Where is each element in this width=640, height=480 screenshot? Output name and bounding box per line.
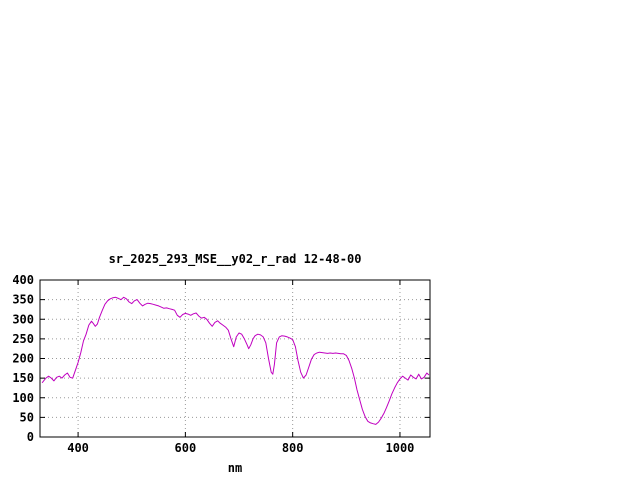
plot-border [39,279,431,438]
x-tick-label: 600 [175,441,197,455]
x-axis-label: nm [227,461,243,475]
spectrum-line [41,296,430,425]
y-tick-label: 250 [12,332,34,346]
y-tick-label: 150 [12,371,34,385]
y-tick-label: 50 [20,410,34,424]
x-tick-label: 1000 [386,441,415,455]
x-tick-label: 800 [282,441,304,455]
y-tick-label: 200 [12,352,34,366]
y-tick-label: 400 [12,273,34,287]
chart-title: sr_2025_293_MSE__y02_r_rad 12-48-00 [108,252,362,266]
y-tick-label: 350 [12,293,34,307]
y-tick-label: 0 [27,430,34,444]
y-tick-label: 100 [12,391,34,405]
x-tick-label: 400 [67,441,89,455]
y-tick-label: 300 [12,312,34,326]
